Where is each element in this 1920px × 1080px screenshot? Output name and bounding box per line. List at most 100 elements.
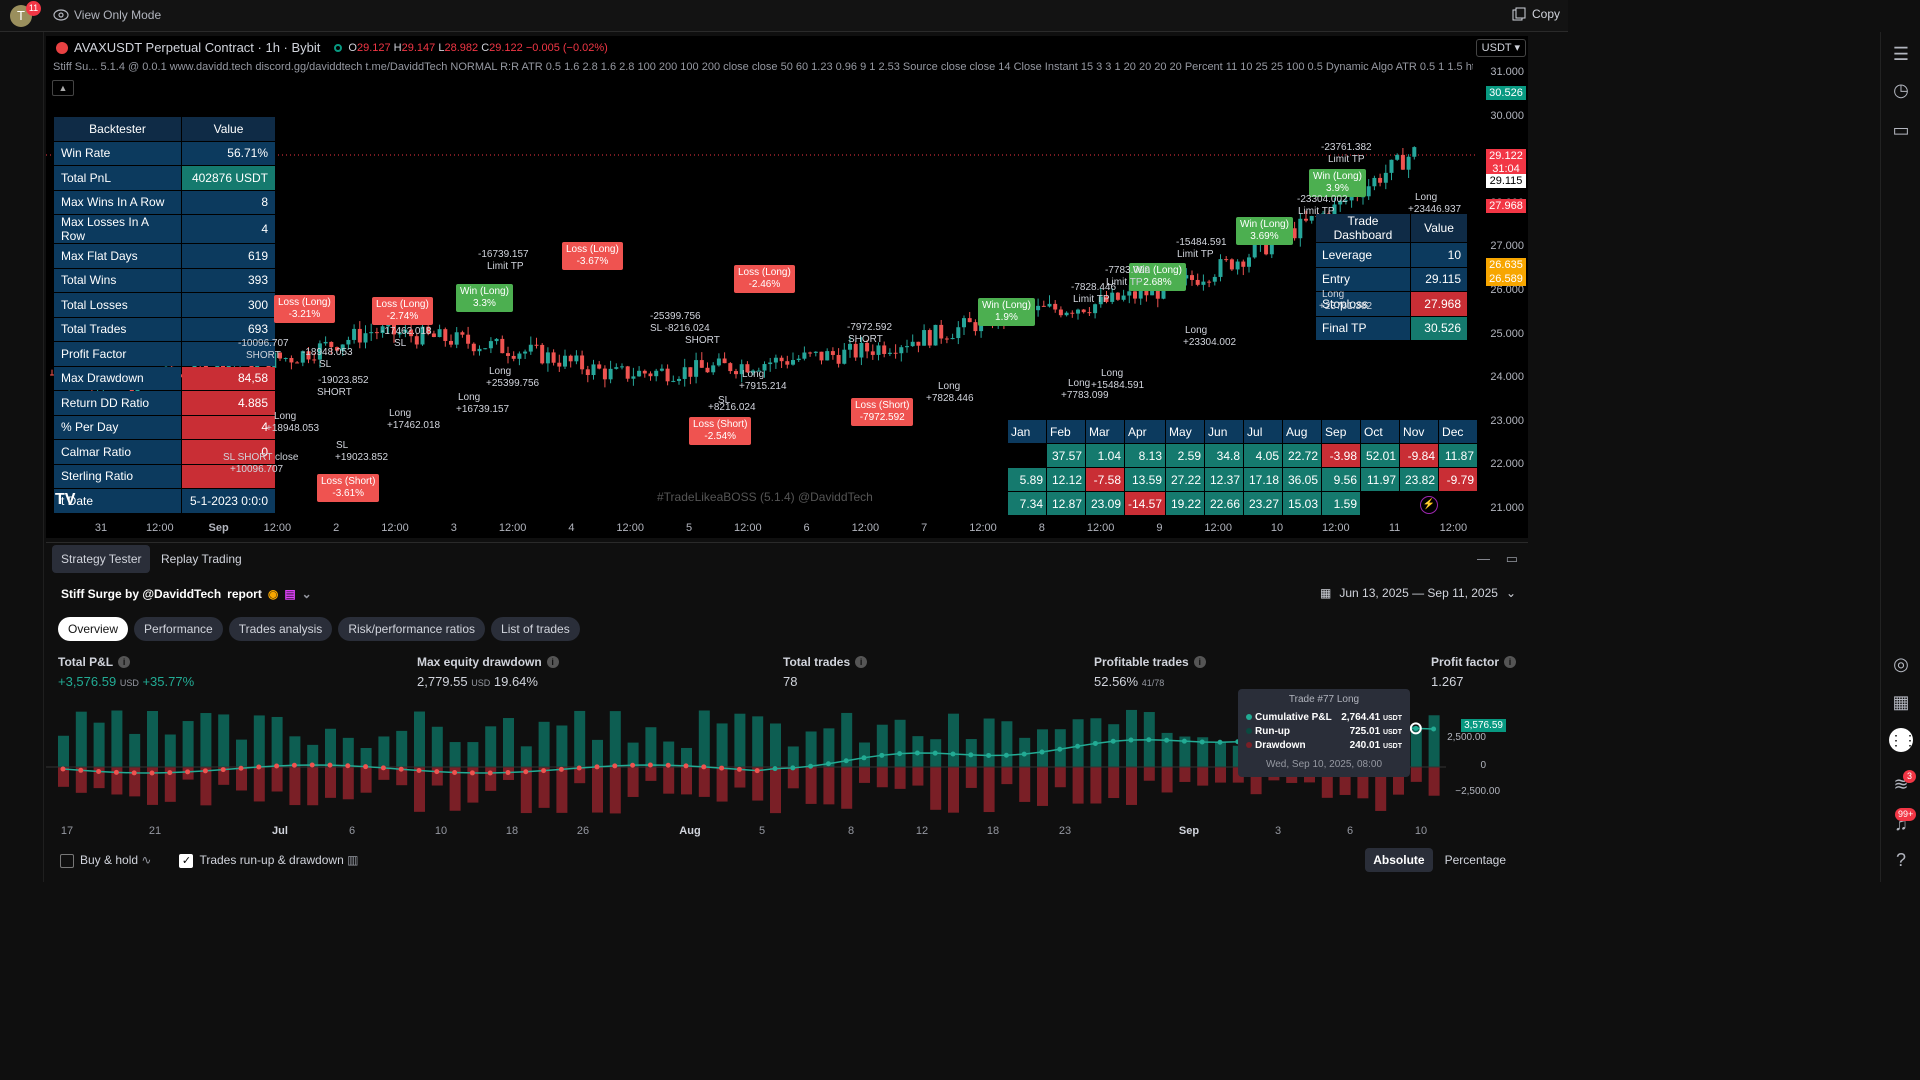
runup-bar: [467, 742, 479, 767]
buy-hold-option[interactable]: Buy & hold ∿: [60, 853, 151, 868]
lightning-icon[interactable]: ⚡: [1420, 496, 1438, 514]
subtab-overview[interactable]: Overview: [58, 617, 129, 641]
runup-bar: [200, 713, 212, 767]
pnl-point: [469, 770, 475, 776]
info-icon[interactable]: i: [855, 656, 868, 668]
month-value: 11.97: [1361, 468, 1400, 491]
price-axis[interactable]: 31.00030.00029.00028.00027.00026.00025.0…: [1480, 64, 1528, 526]
strategy-legend[interactable]: Stiff Su... 5.1.4 @ 0.0.1 www.davidd.tec…: [53, 61, 1473, 73]
metric-label: Profitable trades i: [1094, 655, 1206, 669]
drawdown-bar: [1108, 767, 1120, 799]
month-value: 1.59: [1322, 492, 1361, 515]
time-tick: 12:00: [146, 522, 174, 534]
info-icon[interactable]: i: [1193, 656, 1206, 668]
drawdown-bar: [164, 767, 176, 802]
runup-checkbox[interactable]: ✓: [179, 853, 194, 868]
metric: Profit factor i 1.267: [1431, 655, 1517, 689]
runup-option[interactable]: ✓ Trades run-up & drawdown ▥: [179, 853, 358, 868]
toggle-absolute[interactable]: Absolute: [1365, 848, 1433, 872]
symbol-title[interactable]: AVAXUSDT Perpetual Contract · 1h · Bybit: [74, 40, 321, 55]
tab-replay-trading[interactable]: Replay Trading: [161, 552, 242, 566]
runup-bar: [271, 716, 283, 767]
left-strip: [0, 32, 44, 882]
price-chart[interactable]: AVAXUSDT Perpetual Contract · 1h · Bybit…: [46, 36, 1528, 538]
strategy-date-icon[interactable]: ▤: [284, 587, 296, 601]
buy-hold-checkbox[interactable]: [60, 853, 74, 868]
trade-dashboard-value: 10: [1411, 243, 1467, 267]
subtab-trades-analysis[interactable]: Trades analysis: [228, 617, 333, 641]
backtester-value: 4.885: [182, 391, 275, 415]
backtester-row: t Date 5-1-2023 0:0:0: [54, 489, 275, 513]
view-only-mode[interactable]: View Only Mode: [53, 8, 161, 22]
price-tag: 31:04: [1486, 162, 1526, 176]
runup-bar: [770, 723, 781, 767]
tab-strategy-tester[interactable]: Strategy Tester: [52, 545, 151, 573]
candle-body: [944, 338, 949, 340]
backtester-key: Max Flat Days: [54, 244, 181, 268]
candle-body: [887, 352, 892, 354]
backtester-row: Return DD Ratio 4.885: [54, 391, 275, 415]
chart-annotation: -23304.002: [1297, 194, 1348, 205]
candle-body: [1195, 279, 1200, 285]
currency-selector[interactable]: USDT ▾: [1475, 39, 1526, 57]
copy-button[interactable]: Copy: [1512, 7, 1560, 21]
strategy-settings-icon[interactable]: ◉: [267, 587, 279, 601]
candle-body: [369, 332, 374, 334]
drawdown-bar: [538, 767, 550, 808]
drawdown-bar: [129, 767, 141, 797]
subtab-risk-ratios[interactable]: Risk/performance ratios: [338, 617, 486, 641]
copy-label: Copy: [1531, 7, 1560, 21]
candle-body: [460, 332, 465, 335]
info-icon[interactable]: i: [1504, 656, 1517, 668]
candle-body: [1343, 200, 1348, 202]
pnl-point: [327, 762, 333, 768]
pnl-point: [594, 764, 600, 770]
drawdown-bar: [734, 767, 746, 788]
price-tick: 26.000: [1490, 284, 1524, 296]
candle-body: [1133, 291, 1137, 299]
report-title[interactable]: Stiff Surge by @DaviddTech report ◉ ▤ ⌄: [61, 587, 312, 601]
subtab-list-of-trades[interactable]: List of trades: [491, 617, 580, 641]
compass-icon[interactable]: ◎: [1893, 654, 1909, 674]
help-icon[interactable]: ?: [1895, 850, 1906, 870]
pnl-point: [1039, 749, 1045, 755]
price-tag: 29.122: [1486, 149, 1526, 163]
pnl-point: [274, 763, 280, 769]
subtab-performance[interactable]: Performance: [134, 617, 223, 641]
info-icon[interactable]: i: [118, 656, 131, 668]
minimize-icon[interactable]: —: [1477, 551, 1490, 566]
watchlist-icon[interactable]: ☰: [1892, 44, 1910, 64]
info-icon[interactable]: i: [546, 656, 559, 668]
apps-grid-icon[interactable]: ⋮⋮: [1889, 728, 1917, 752]
collapse-legend-button[interactable]: ▲: [52, 80, 74, 96]
drawdown-bar: [1250, 767, 1262, 795]
maximize-icon[interactable]: ▭: [1505, 551, 1518, 566]
backtester-key: Win Rate: [54, 141, 181, 165]
chat-icon[interactable]: ▭: [1892, 120, 1910, 140]
pnl-chart[interactable]: 17 21 Jul 6 10 18 26 Aug 5 8 12 18 23 Sep 3 6 10 2,500.0…: [46, 703, 1528, 853]
time-tick: 6: [803, 522, 810, 534]
candle-body: [625, 366, 630, 379]
month-value: 5.89: [1008, 468, 1046, 491]
pnl-x-tick: 10: [1414, 825, 1428, 837]
backtester-header: Backtester Value: [54, 117, 275, 141]
chevron-down-icon[interactable]: ⌄: [301, 587, 312, 601]
drawdown-bar: [681, 767, 692, 795]
date-range-selector[interactable]: ▦ Jun 13, 2025 — Sep 11, 2025 ⌄: [1320, 586, 1516, 600]
trade-label-pct: 3.9%: [1326, 183, 1349, 194]
chart-annotation: -18948.053: [302, 347, 353, 358]
calendar-icon[interactable]: ▦: [1892, 692, 1910, 712]
alerts-clock-icon[interactable]: ◷: [1893, 80, 1909, 100]
toggle-percentage[interactable]: Percentage: [1444, 853, 1506, 867]
candle-body: [1332, 204, 1337, 219]
report-label: report: [227, 587, 262, 601]
trade-dashboard-row: Stoploss 27.968: [1316, 292, 1467, 316]
backtester-key: Total PnL: [54, 166, 181, 190]
candle-body: [739, 364, 744, 375]
time-axis[interactable]: 31 12:00 Sep 12:00 2 12:00 3 12:00 4 12:00 5 12:00 6…: [46, 518, 1476, 538]
pnl-x-tick: 21: [148, 825, 162, 837]
runup-bar: [342, 737, 354, 767]
pnl-point: [220, 767, 226, 773]
drawdown-bar: [1410, 767, 1422, 782]
chart-options: Buy & hold ∿ ✓ Trades run-up & drawdown ▥: [60, 853, 358, 868]
